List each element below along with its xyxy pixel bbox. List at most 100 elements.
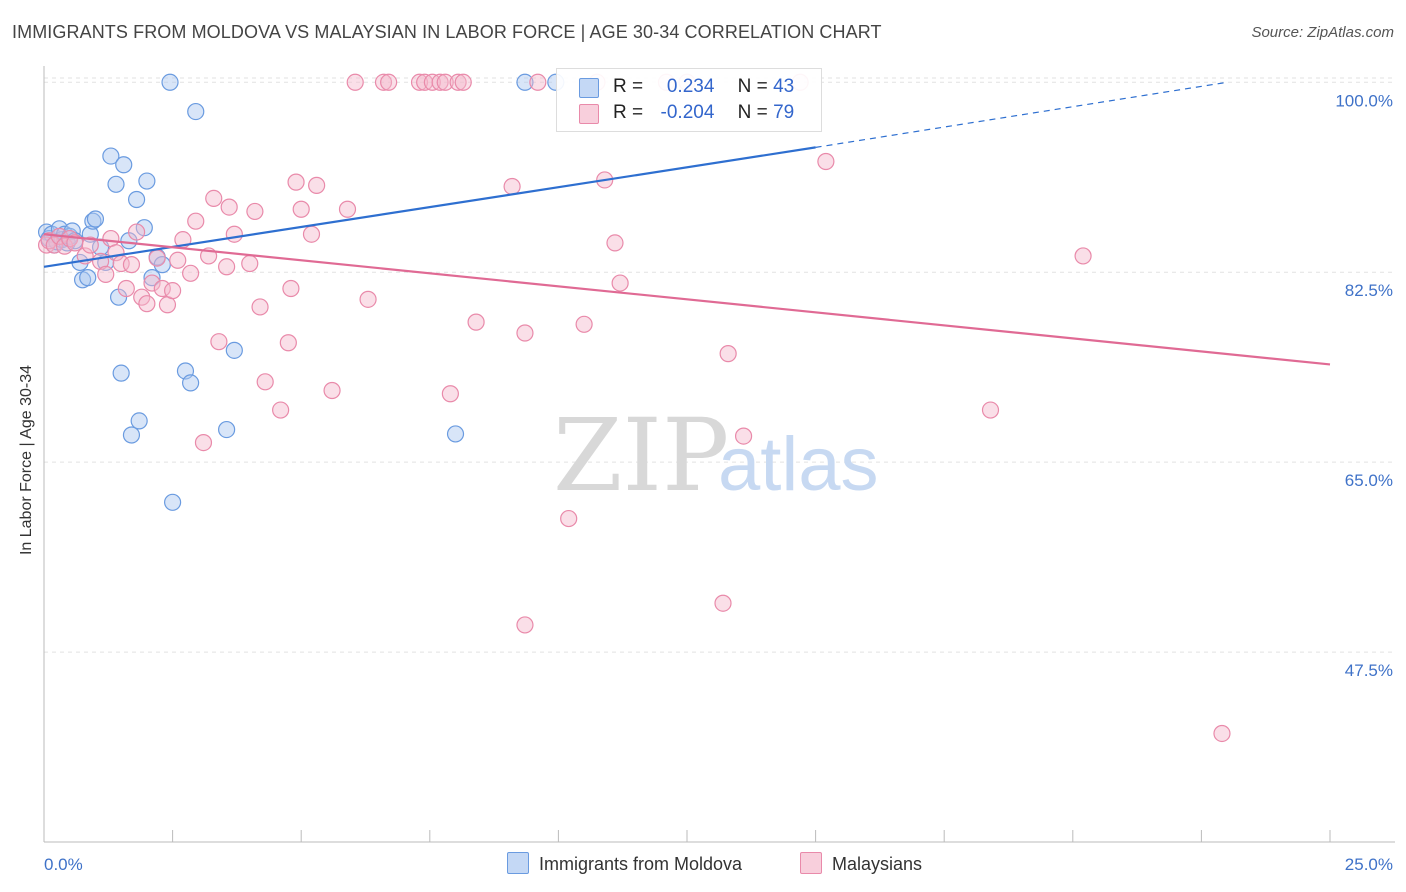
legend-swatch-malaysians bbox=[800, 852, 822, 874]
legend-r-label: R = bbox=[613, 102, 644, 123]
y-tick-label: 82.5% bbox=[1345, 281, 1393, 300]
legend-r-label: R = bbox=[613, 76, 644, 97]
malaysian-point bbox=[218, 258, 236, 276]
malaysian-point bbox=[194, 434, 213, 452]
x-tick-label: 0.0% bbox=[44, 855, 83, 874]
moldova-point bbox=[182, 374, 200, 392]
malaysian-point bbox=[164, 282, 182, 300]
moldova-point bbox=[225, 341, 243, 359]
legend-swatch-moldova bbox=[579, 78, 599, 98]
malaysian-point bbox=[282, 279, 300, 298]
moldova-point bbox=[138, 172, 156, 190]
source-label: Source: ZipAtlas.com bbox=[1251, 24, 1394, 41]
legend-swatch-moldova bbox=[507, 852, 529, 874]
malaysian-point bbox=[441, 385, 459, 403]
moldova-point bbox=[102, 147, 120, 165]
moldova-point bbox=[161, 73, 179, 91]
moldova-point bbox=[122, 426, 141, 444]
moldova-point bbox=[218, 420, 236, 439]
malaysian-point bbox=[606, 234, 624, 252]
moldova-point bbox=[143, 269, 161, 287]
moldova-point bbox=[446, 425, 465, 443]
legend-n-label: N = bbox=[737, 76, 768, 97]
legend-n-value: 79 bbox=[773, 102, 795, 123]
malaysian-point bbox=[431, 73, 449, 91]
axes bbox=[43, 66, 1395, 843]
malaysian-point bbox=[338, 200, 357, 218]
legend-item-malaysians[interactable]: Malaysians bbox=[800, 852, 922, 875]
legend-r-value: 0.234 bbox=[666, 76, 715, 97]
watermark: ZIP atlas bbox=[553, 397, 879, 514]
malaysian-point bbox=[279, 334, 297, 352]
malaysian-point bbox=[308, 176, 326, 194]
malaysian-point bbox=[410, 73, 429, 91]
malaysian-point bbox=[246, 202, 264, 221]
watermark-zip: ZIP bbox=[553, 397, 729, 514]
moldova-point bbox=[84, 212, 102, 230]
malaysian-point bbox=[122, 256, 141, 274]
moldova-trend-extension bbox=[815, 81, 1228, 148]
malaysian-point bbox=[138, 295, 156, 313]
malaysian-point bbox=[516, 616, 534, 634]
malaysian-point bbox=[575, 315, 593, 333]
malaysian-point bbox=[292, 200, 310, 218]
malaysian-point bbox=[187, 212, 205, 230]
grid-lines bbox=[44, 77, 1395, 653]
malaysian-point bbox=[251, 298, 269, 316]
moldova-point bbox=[127, 190, 146, 209]
x-tick-label: 25.0% bbox=[1345, 855, 1393, 874]
malaysian-point bbox=[241, 254, 259, 273]
malaysian-point bbox=[117, 279, 135, 298]
malaysian-point bbox=[374, 73, 393, 91]
tick-labels: 47.5% 65.0% 82.5% 100.0% 0.0% 25.0% bbox=[44, 91, 1393, 874]
malaysian-point bbox=[205, 189, 223, 208]
malaysian-trend-line bbox=[43, 233, 1331, 366]
moldova-point bbox=[164, 493, 182, 511]
moldova-point bbox=[79, 269, 97, 287]
malaysian-point bbox=[148, 249, 166, 267]
y-tick-label: 65.0% bbox=[1345, 471, 1393, 490]
malaysian-point bbox=[817, 152, 835, 171]
malaysian-point bbox=[454, 73, 472, 91]
malaysian-point bbox=[436, 73, 454, 91]
malaysian-point bbox=[256, 373, 274, 391]
malaysian-point bbox=[714, 594, 732, 612]
malaysian-point bbox=[127, 223, 146, 241]
legend-n-value: 43 bbox=[773, 76, 795, 97]
malaysian-point bbox=[302, 225, 321, 243]
malaysian-point bbox=[611, 274, 629, 292]
malaysian-point bbox=[97, 265, 115, 283]
trend-lines bbox=[43, 81, 1331, 366]
legend-item-moldova[interactable]: Immigrants from Moldova bbox=[507, 852, 742, 875]
malaysian-point bbox=[287, 173, 305, 191]
malaysian-point bbox=[981, 401, 1000, 419]
moldova-trend-line bbox=[43, 146, 816, 268]
malaysian-point bbox=[182, 264, 200, 282]
moldova-point bbox=[112, 364, 130, 382]
malaysian-point bbox=[1213, 724, 1231, 743]
malaysian-point bbox=[560, 509, 578, 528]
legend-n-label: N = bbox=[737, 102, 768, 123]
malaysian-point bbox=[220, 198, 238, 216]
malaysian-point bbox=[529, 73, 547, 91]
malaysian-point bbox=[1074, 247, 1092, 265]
y-axis-label: In Labor Force | Age 30-34 bbox=[18, 364, 35, 556]
malaysian-point bbox=[380, 73, 398, 91]
moldova-point bbox=[115, 156, 133, 174]
malaysian-point bbox=[467, 313, 485, 331]
malaysian-point bbox=[272, 401, 290, 419]
malaysian-point bbox=[169, 251, 187, 269]
y-tick-label: 47.5% bbox=[1345, 661, 1393, 680]
stats-legend: R = 0.234 N = 43 R = -0.204 N = 79 bbox=[556, 68, 822, 132]
malaysian-point bbox=[225, 225, 243, 243]
malaysian-point bbox=[449, 73, 467, 91]
malaysian-point bbox=[503, 177, 521, 196]
malaysian-point bbox=[210, 333, 228, 351]
malaysian-point bbox=[719, 345, 737, 363]
data-points bbox=[37, 73, 1231, 743]
y-tick-label: 100.0% bbox=[1335, 91, 1393, 110]
malaysian-point bbox=[81, 236, 99, 254]
malaysian-point bbox=[323, 381, 341, 400]
moldova-point bbox=[107, 175, 125, 193]
